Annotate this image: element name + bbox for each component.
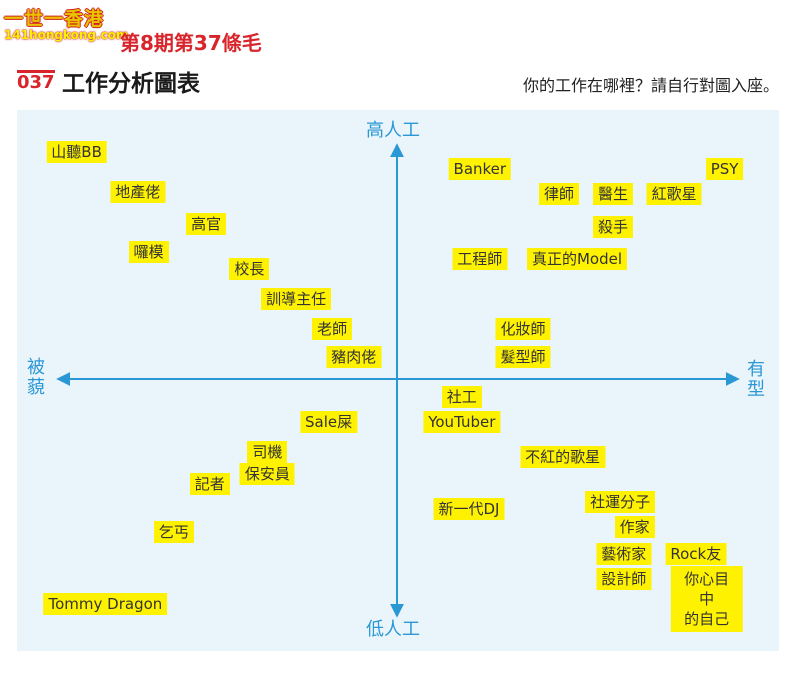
job-label-chip: 紅歌星: [646, 183, 702, 205]
job-label-chip: Rock友: [665, 543, 727, 565]
job-label-chip: Sale屎: [300, 410, 358, 433]
page-title: 工作分析圖表: [62, 71, 200, 97]
job-label-chip: 囉模: [128, 240, 169, 263]
job-label-chip: 醫生: [592, 183, 634, 205]
job-label-chip: PSY: [705, 158, 744, 180]
job-label-chip: 律師: [538, 183, 580, 205]
y-axis-bottom-label: 低人工: [366, 619, 420, 640]
job-label-chip: 訓導主任: [261, 288, 332, 310]
job-label-chip: 乞丐: [153, 520, 194, 543]
chart-panel: 高人工 低人工 被 藐 有 型 山聽BB 地產佬 高官 囉模校長訓導主任老師豬肉佬 Ba…: [17, 110, 779, 651]
job-label-chip: 你心目中 的自己: [670, 566, 743, 632]
job-label-chip: 高官: [186, 213, 227, 235]
x-axis-right-label: 有 型: [747, 359, 765, 400]
x-axis-left-label: 被 藐: [27, 357, 45, 398]
job-label-chip: 新一代DJ: [433, 498, 505, 520]
watermark-logo-text: 一世一香港: [4, 8, 105, 30]
job-label-chip: 豬肉佬: [326, 345, 382, 368]
job-label-chip: 真正的Model: [526, 248, 628, 270]
job-label-chip: 記者: [189, 473, 230, 495]
job-label-chip: 設計師: [596, 568, 652, 590]
job-label-chip: 老師: [312, 318, 353, 340]
job-label-chip: 工程師: [452, 248, 508, 270]
article-number: 037: [17, 70, 55, 93]
job-label-chip: 社運分子: [585, 490, 656, 513]
job-label-chip: Tommy Dragon: [43, 593, 168, 615]
job-label-chip: 司機: [247, 440, 288, 463]
job-label-chip: 藝術家: [596, 543, 652, 565]
y-axis-top-label: 高人工: [366, 120, 420, 141]
issue-title: 第8期第37條毛: [120, 31, 262, 55]
chart-axes: [56, 143, 740, 618]
page-subtitle: 你的工作在哪裡？請自行對圖入座。: [522, 76, 779, 95]
job-label-chip: 殺手: [592, 215, 634, 238]
job-label-chip: 校長: [229, 258, 270, 280]
job-label-chip: 社工: [441, 385, 482, 408]
job-label-chip: 不紅的歌星: [520, 445, 606, 468]
job-label-chip: 保安員: [239, 463, 295, 485]
job-label-chip: 髮型師: [495, 345, 551, 368]
job-label-chip: 作家: [614, 515, 655, 538]
job-label-chip: 山聽BB: [46, 140, 107, 163]
job-label-chip: 化妝師: [495, 318, 551, 340]
watermark-url: 141hongkong.com: [4, 28, 129, 42]
job-label-chip: 地產佬: [110, 180, 166, 203]
site-watermark: 一世一香港 141hongkong.com: [0, 4, 130, 44]
job-label-chip: YouTuber: [423, 410, 501, 433]
job-label-chip: Banker: [448, 158, 512, 180]
